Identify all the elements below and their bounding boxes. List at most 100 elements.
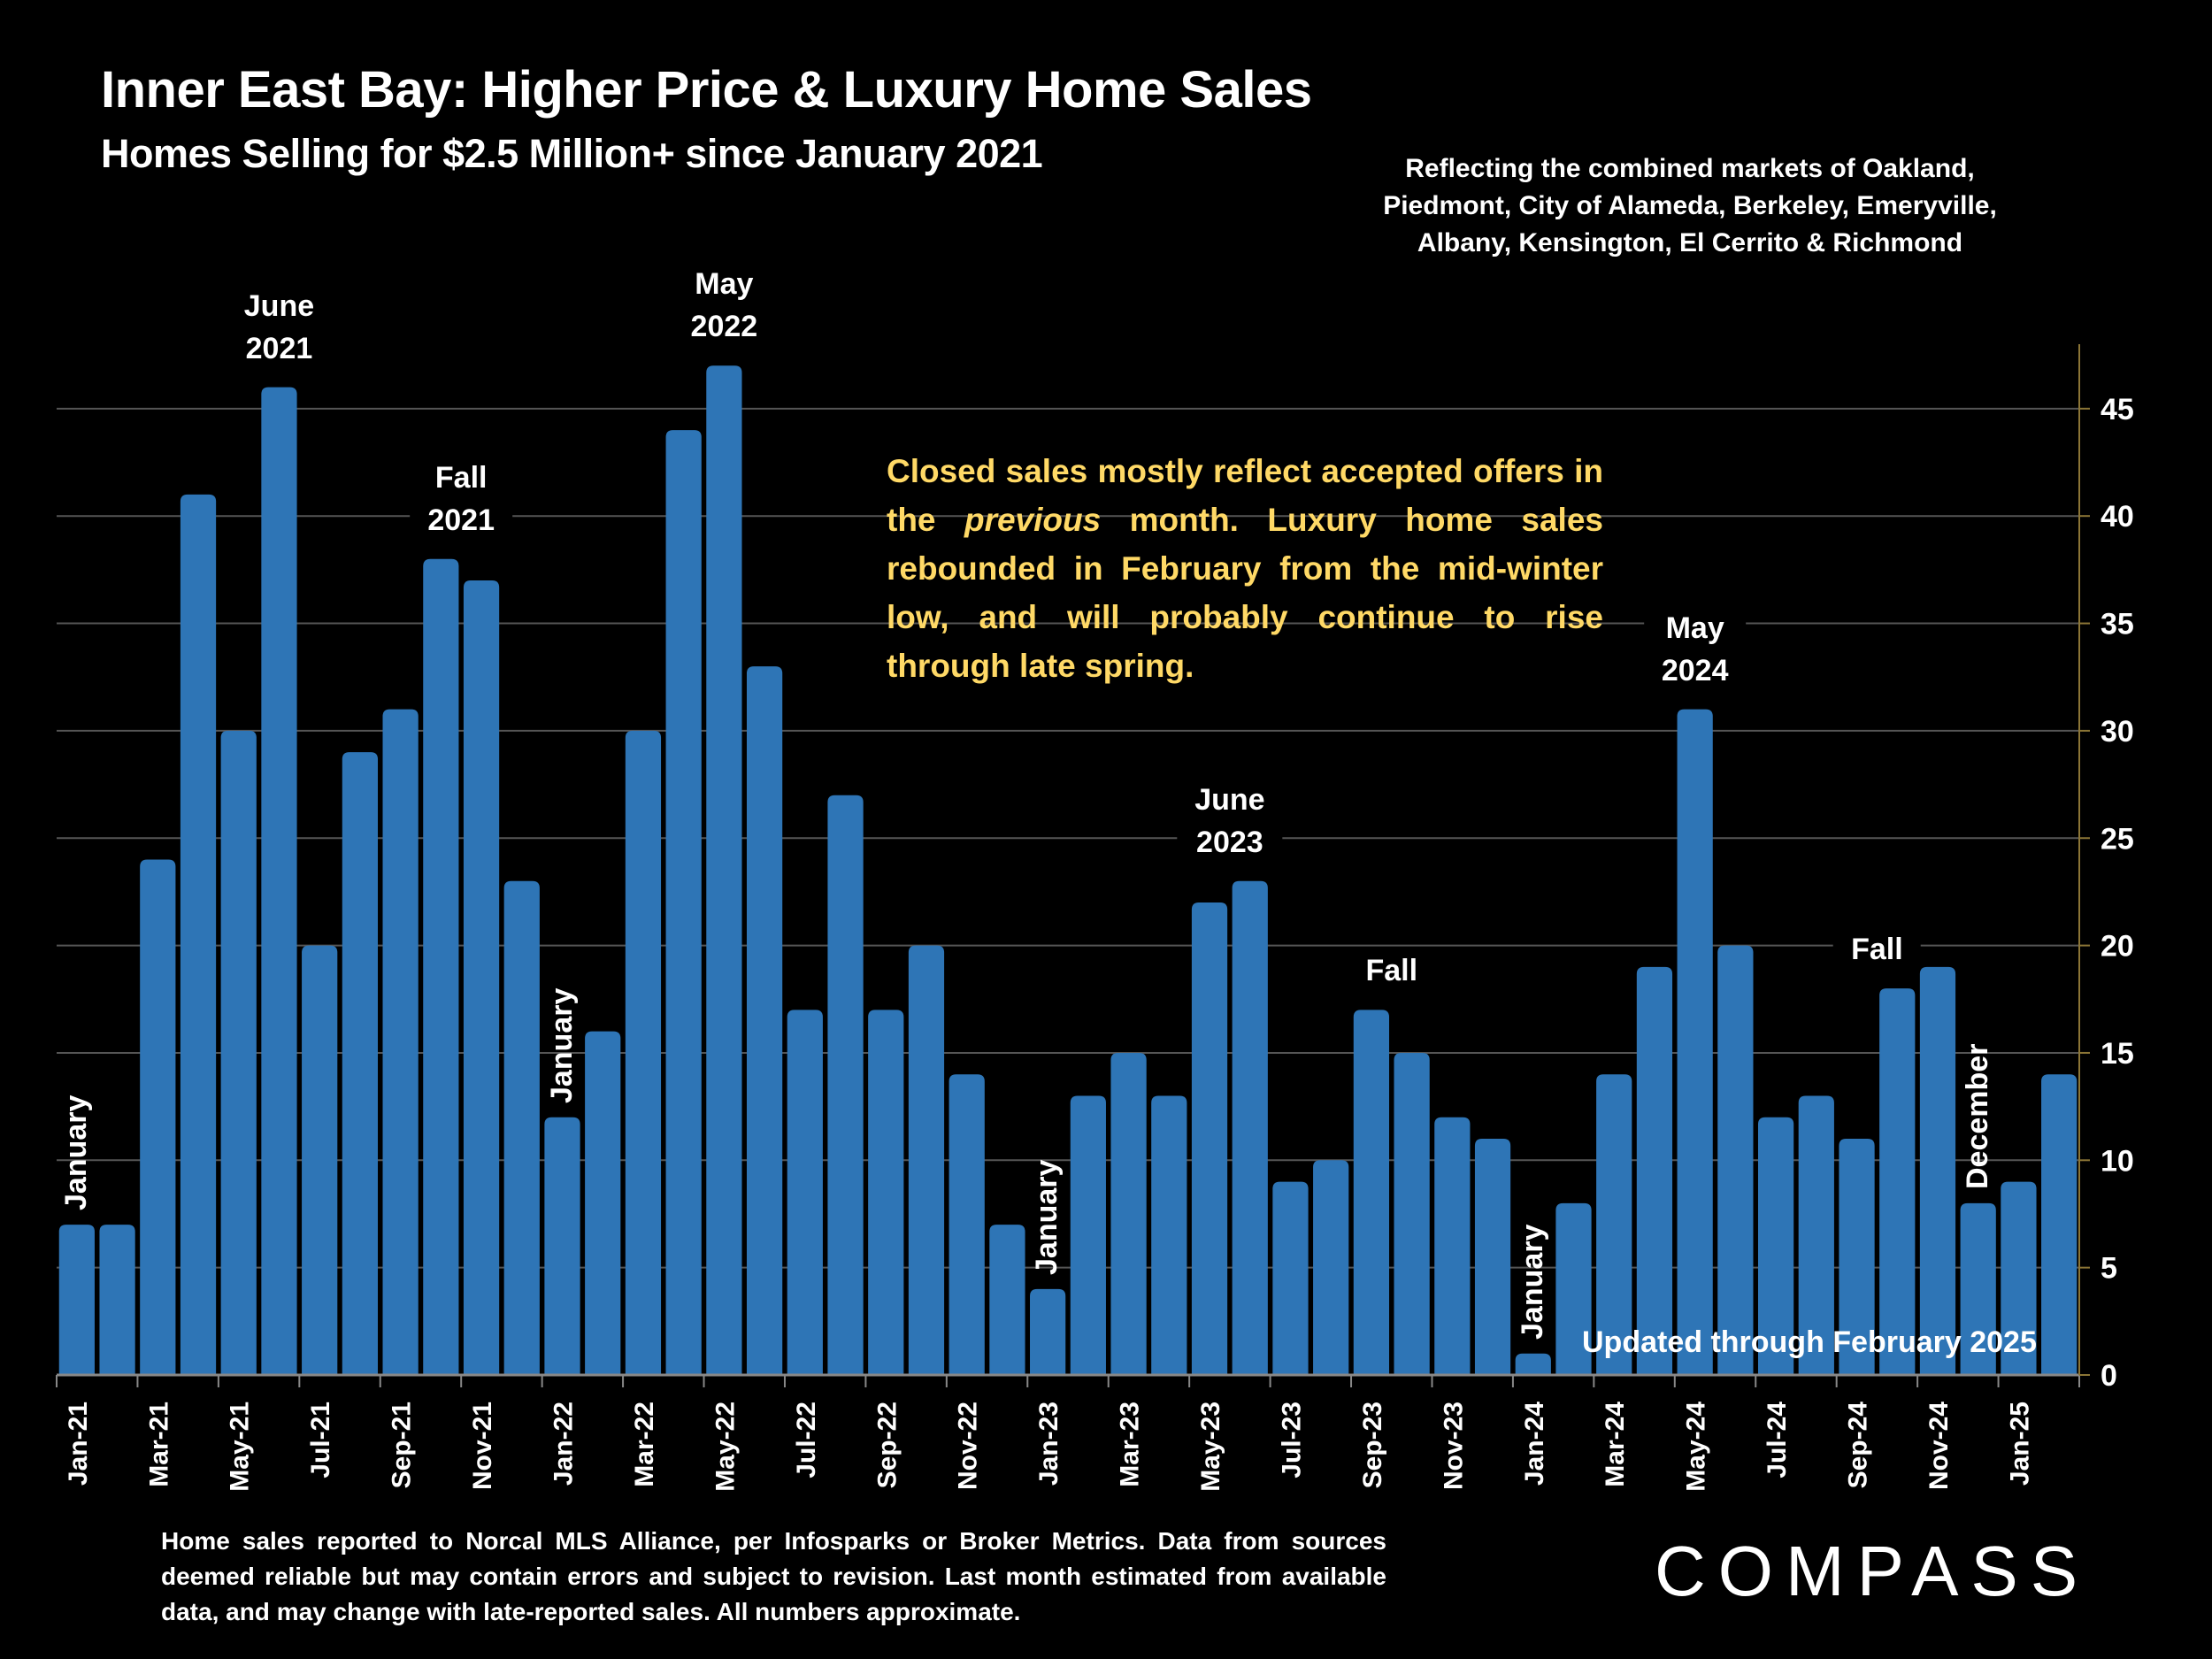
x-tick-label: May-21 xyxy=(226,1402,255,1492)
source-footnote: Home sales reported to Norcal MLS Allian… xyxy=(161,1527,1386,1625)
y-tick-label: 10 xyxy=(2101,1144,2134,1178)
bar-Jul-24 xyxy=(1757,1117,1794,1375)
bar-Oct-21 xyxy=(423,558,459,1375)
y-tick-label: 20 xyxy=(2101,930,2134,964)
x-tick-label: Jul-23 xyxy=(1277,1402,1306,1479)
x-tick-label: Mar-24 xyxy=(1601,1402,1630,1487)
x-tick-label: Mar-22 xyxy=(630,1402,659,1487)
bar-Apr-22 xyxy=(665,430,702,1375)
bar-Apr-23 xyxy=(1151,1095,1187,1375)
bar-Oct-24 xyxy=(1879,988,1916,1375)
chart-title: Inner East Bay: Higher Price & Luxury Ho… xyxy=(101,61,1312,119)
compass-logo: COMPASS xyxy=(1655,1532,2091,1610)
x-tick-label: Mar-23 xyxy=(1116,1402,1145,1487)
bar-Feb-21 xyxy=(99,1225,135,1375)
bar-Mar-22 xyxy=(625,730,662,1375)
annotation-line: 2023 xyxy=(1196,825,1263,859)
y-tick-label: 45 xyxy=(2101,393,2134,426)
annotation-label: January xyxy=(1515,1224,1549,1340)
annotation-label: January xyxy=(58,1094,93,1211)
bar-Jun-22 xyxy=(746,666,783,1375)
annotation-line: Fall xyxy=(1851,933,1903,967)
bar-Jan-23 xyxy=(1030,1288,1066,1375)
annotation-label: Fall 2021 xyxy=(410,456,513,541)
annotation-line: June xyxy=(1194,782,1265,817)
bar-Aug-21 xyxy=(342,752,379,1375)
bar-May-22 xyxy=(706,365,742,1375)
bar-Oct-22 xyxy=(908,945,945,1375)
bar-Mar-24 xyxy=(1596,1074,1632,1375)
bar-Aug-22 xyxy=(827,795,864,1375)
annotation-label: January xyxy=(544,987,579,1103)
bar-Nov-22 xyxy=(949,1074,985,1375)
annotation-label: Fall xyxy=(1348,949,1436,993)
x-tick-label: Nov-24 xyxy=(1924,1402,1954,1490)
bar-Jun-24 xyxy=(1717,945,1754,1375)
bar-Dec-24 xyxy=(1960,1202,1996,1375)
bar-Jan-24 xyxy=(1515,1353,1551,1375)
bar-Feb-24 xyxy=(1555,1202,1592,1375)
x-tick-label: Nov-21 xyxy=(468,1402,497,1490)
bar-May-21 xyxy=(220,730,257,1375)
bar-Jan-21 xyxy=(58,1225,95,1375)
bar-May-24 xyxy=(1677,709,1713,1375)
bar-Sep-22 xyxy=(868,1010,904,1375)
bar-Jun-23 xyxy=(1232,880,1268,1375)
x-tick-label: Jan-22 xyxy=(549,1402,579,1486)
annotation-line: June xyxy=(243,288,315,323)
bar-Sep-24 xyxy=(1839,1139,1875,1375)
x-tick-label: Jan-24 xyxy=(1520,1402,1549,1486)
commentary-note: Closed sales mostly reflect accepted off… xyxy=(887,447,1603,690)
bar-Jul-22 xyxy=(787,1010,823,1375)
x-tick-label: Jul-22 xyxy=(792,1402,821,1479)
x-tick-label: Sep-22 xyxy=(872,1402,902,1488)
annotation-label: December xyxy=(1960,1043,1994,1189)
updated-note: Updated through February 2025 xyxy=(1582,1325,2037,1359)
annotation-label: June 2023 xyxy=(1177,778,1283,864)
bar-Feb-22 xyxy=(585,1031,621,1375)
markets-note: Reflecting the combined markets of Oakla… xyxy=(1383,154,1997,257)
bar-Apr-21 xyxy=(180,494,217,1375)
x-tick-label: Nov-22 xyxy=(954,1402,983,1490)
x-tick-label: Mar-21 xyxy=(144,1402,173,1487)
annotation-line: 2024 xyxy=(1661,653,1729,687)
commentary-emphasis: previous xyxy=(964,502,1102,538)
x-tick-label: Jul-24 xyxy=(1763,1402,1792,1479)
bar-Sep-21 xyxy=(382,709,419,1375)
bar-Dec-23 xyxy=(1474,1139,1511,1375)
bar-Jan-25 xyxy=(2001,1181,2037,1375)
y-tick-label: 15 xyxy=(2101,1037,2134,1071)
commentary-part1: Closed sales mostly reflect accepted off… xyxy=(887,453,1603,538)
x-tick-label: Sep-24 xyxy=(1844,1402,1873,1489)
annotation-line: May xyxy=(1665,611,1724,645)
y-tick-label: 35 xyxy=(2101,608,2134,641)
x-tick-label: Jul-21 xyxy=(306,1402,335,1479)
annotation-label: May 2022 xyxy=(672,263,776,349)
bar-Aug-23 xyxy=(1313,1160,1349,1375)
chart-subtitle: Homes Selling for $2.5 Million+ since Ja… xyxy=(101,131,1043,176)
x-tick-label: May-24 xyxy=(1682,1402,1711,1492)
y-tick-label: 25 xyxy=(2101,822,2134,856)
bar-Jul-21 xyxy=(302,945,338,1375)
bar-May-23 xyxy=(1191,902,1228,1375)
annotation-label: May 2024 xyxy=(1643,606,1747,692)
annotation-label: June 2021 xyxy=(226,284,333,370)
bar-Jun-21 xyxy=(261,387,297,1376)
x-tick-label: Nov-23 xyxy=(1439,1402,1468,1490)
annotation-line: May xyxy=(695,267,754,302)
y-tick-label: 30 xyxy=(2101,715,2134,749)
x-tick-label: May-22 xyxy=(710,1402,740,1492)
y-tick-label: 0 xyxy=(2101,1359,2117,1393)
x-tick-label: May-23 xyxy=(1196,1402,1225,1492)
bar-Feb-23 xyxy=(1070,1095,1106,1375)
x-tick-label: Sep-23 xyxy=(1358,1402,1387,1488)
y-tick-label: 40 xyxy=(2101,500,2134,534)
bar-Aug-24 xyxy=(1798,1095,1834,1375)
bar-Mar-23 xyxy=(1110,1052,1147,1375)
annotation-line: 2021 xyxy=(427,503,495,537)
bar-Nov-21 xyxy=(463,580,500,1375)
bar-Apr-24 xyxy=(1636,966,1673,1375)
bar-Dec-21 xyxy=(503,880,540,1375)
bar-Jul-23 xyxy=(1272,1181,1309,1375)
